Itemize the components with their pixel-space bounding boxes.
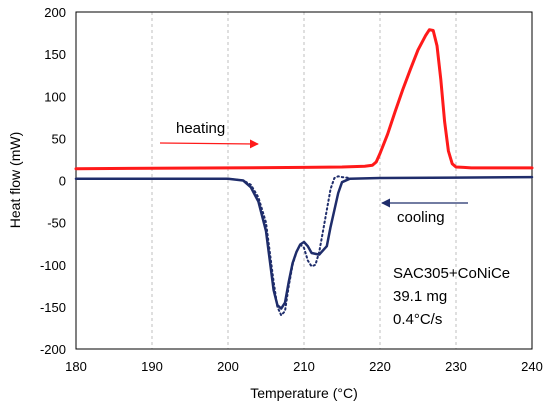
gridlines	[151, 12, 457, 349]
x-tick-label: 180	[65, 359, 87, 374]
x-tick-label: 210	[293, 359, 315, 374]
y-tick-label: 0	[59, 174, 66, 189]
plot-area-frame	[75, 11, 533, 350]
cooling-label: cooling	[397, 209, 445, 226]
series-line-heating	[74, 28, 534, 171]
series-lines	[74, 28, 534, 317]
x-tick-labels: 180 190 200 210 220 230 240	[65, 359, 543, 374]
y-tick-label: -200	[40, 342, 66, 357]
y-tick-label: 50	[52, 131, 66, 146]
series-line-cooling-dotted	[227, 175, 351, 317]
y-tick-label: 150	[44, 47, 66, 62]
heating-arrow	[159, 139, 259, 149]
y-axis-title: Heat flow (mW)	[7, 132, 23, 228]
y-tick-label: -100	[40, 258, 66, 273]
x-tick-label: 190	[141, 359, 163, 374]
x-tick-label: 200	[217, 359, 239, 374]
x-axis-title: Temperature (°C)	[250, 385, 358, 401]
sample-name: SAC305+CoNiCe	[393, 265, 510, 282]
y-tick-labels: -200 -150 -100 -50 0 50 100 150 200	[40, 5, 66, 357]
x-tick-label: 220	[369, 359, 391, 374]
sample-mass: 39.1 mg	[393, 288, 447, 305]
x-tick-label: 230	[445, 359, 467, 374]
sample-rate: 0.4°C/s	[393, 311, 442, 328]
y-tick-label: -150	[40, 300, 66, 315]
y-tick-label: -50	[47, 216, 66, 231]
y-tick-label: 200	[44, 5, 66, 20]
x-tick-label: 240	[521, 359, 543, 374]
y-tick-label: 100	[44, 89, 66, 104]
heating-label: heating	[176, 120, 225, 137]
